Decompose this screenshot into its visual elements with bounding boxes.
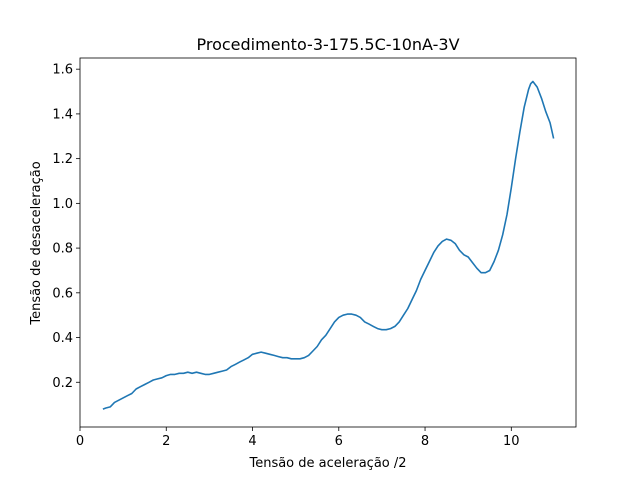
chart-title: Procedimento-3-175.5C-10nA-3V bbox=[196, 35, 459, 54]
y-tick-label: 0.8 bbox=[52, 242, 73, 257]
x-tick-label: 2 bbox=[162, 434, 170, 449]
x-tick-label: 10 bbox=[503, 434, 520, 449]
y-tick-label: 1.0 bbox=[52, 197, 73, 212]
plot-frame bbox=[79, 57, 577, 428]
y-tick-label: 1.2 bbox=[52, 152, 73, 167]
axes: 0 2 4 6 8 10 0.2 0.4 0.6 0.8 1.0 1.2 1.4 1.6 bbox=[52, 57, 577, 449]
x-axis-label: Tensão de aceleração /2 bbox=[248, 456, 406, 471]
x-tick-label: 0 bbox=[76, 434, 84, 449]
x-tick-label: 4 bbox=[248, 434, 256, 449]
x-tick-label: 8 bbox=[421, 434, 429, 449]
y-tick-label: 1.4 bbox=[52, 107, 73, 122]
y-tick-label: 0.6 bbox=[52, 286, 73, 301]
y-tick-label: 0.2 bbox=[52, 376, 73, 391]
y-axis-label: Tensão de desaceleração bbox=[29, 161, 44, 325]
x-tick-label: 6 bbox=[335, 434, 343, 449]
y-tick-label: 0.4 bbox=[52, 331, 73, 346]
series-line-0 bbox=[102, 80, 555, 410]
y-tick-label: 1.6 bbox=[52, 63, 73, 78]
